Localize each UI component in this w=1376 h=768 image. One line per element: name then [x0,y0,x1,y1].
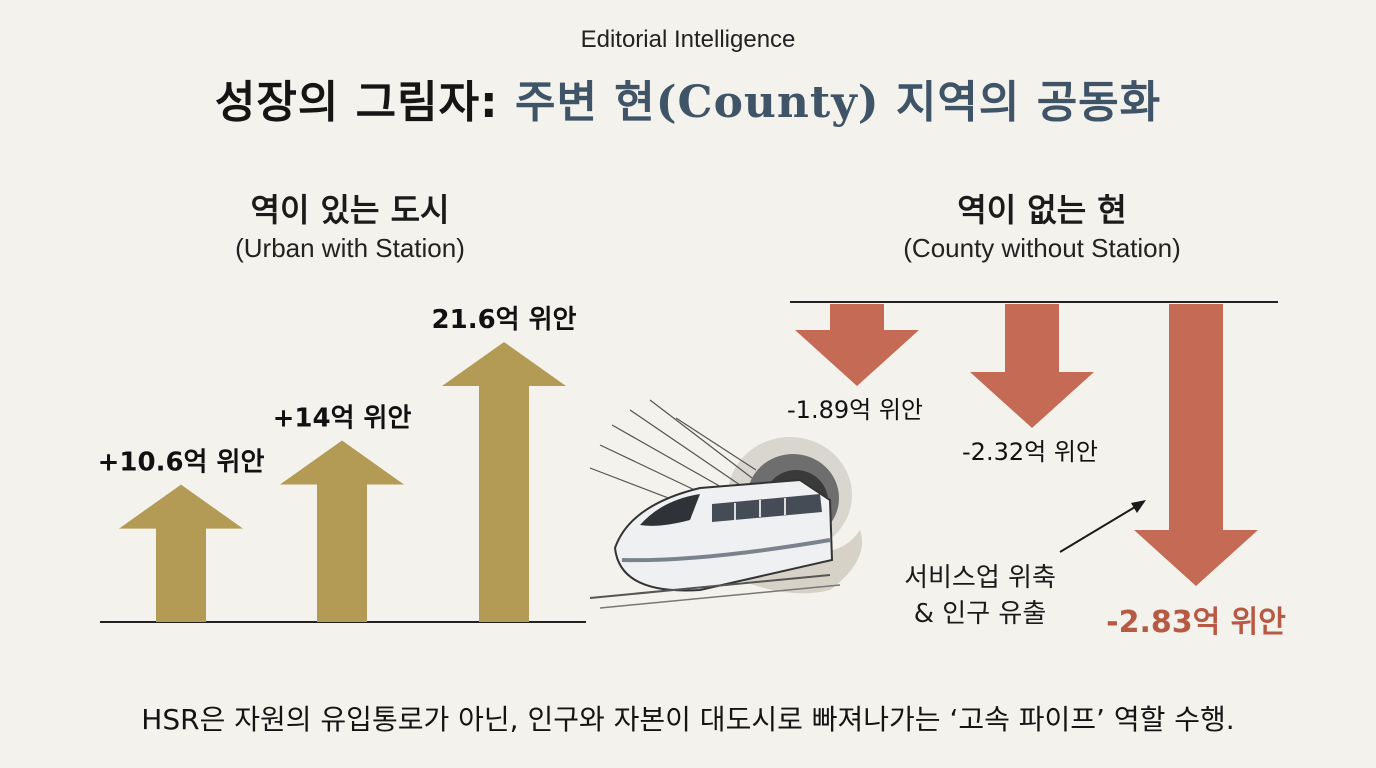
county-panel-subtitle: (County without Station) [903,233,1181,263]
page-title: 성장의 그림자: 주변 현(County) 지역의 공동화 [0,66,1376,130]
footer-caption: HSR은 자원의 유입통로가 아닌, 인구와 자본이 대도시로 빠져나가는 ‘고… [141,703,1235,736]
urban-bars: +10.6억 위안 +14억 위안 21.6억 위안 [98,305,577,622]
kicker: Editorial Intelligence [580,26,796,53]
county-bar-label-2: -2.32억 위안 [962,438,1098,466]
county-bars: -1.89억 위안 -2.32억 위안 -2.83억 위안 [787,304,1286,640]
county-bar-2 [970,304,1094,428]
train-illustration [589,399,862,609]
urban-bar-label-2: +14억 위안 [273,404,412,434]
urban-bar-3 [442,342,566,622]
county-panel-title: 역이 없는 현 [957,191,1127,229]
urban-panel-subtitle: (Urban with Station) [235,233,465,263]
urban-panel-title: 역이 있는 도시 [250,191,450,229]
annotation-line-1: 서비스업 위축 [904,563,1056,593]
urban-panel-heading: 역이 있는 도시 (Urban with Station) [120,190,580,266]
title-part-1: 성장의 그림자: [214,77,515,128]
county-bar-label-1: -1.89억 위안 [787,396,923,424]
county-bar-1 [795,304,919,386]
county-bar-label-3: -2.83억 위안 [1106,605,1286,640]
annotation-line-2: & 인구 유출 [914,599,1046,629]
urban-bar-2 [280,440,404,622]
county-panel-heading: 역이 없는 현 (County without Station) [812,190,1272,266]
urban-bar-label-1: +10.6억 위안 [98,448,265,478]
train-icon [589,478,841,609]
urban-bar-label-3: 21.6억 위안 [432,305,577,335]
urban-bar-1 [119,484,243,622]
title-part-2: 주변 현(County) 지역의 공동화 [514,77,1162,128]
county-bar-3 [1134,304,1258,586]
annotation-arrow [1059,500,1146,553]
